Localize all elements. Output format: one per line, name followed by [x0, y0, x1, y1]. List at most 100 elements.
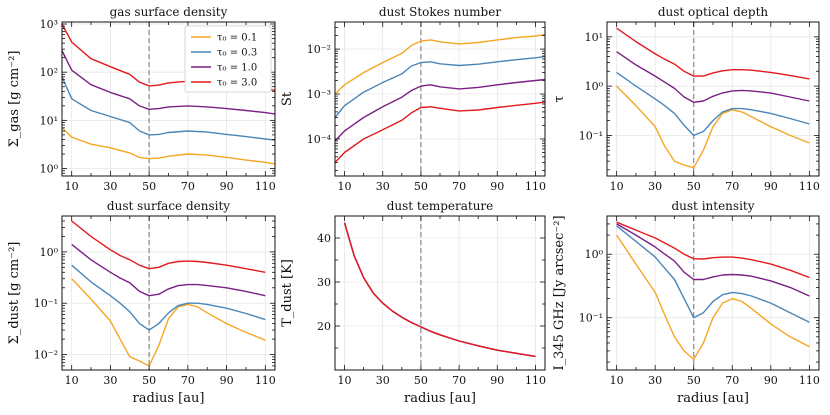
y-tick-label: 20: [317, 320, 331, 333]
legend-label: τ₀ = 1.0: [217, 63, 257, 74]
panel-title: dust surface density: [107, 199, 230, 213]
panel-title: dust intensity: [671, 199, 754, 213]
axes-frame: [334, 21, 546, 177]
x-ticks: [616, 216, 810, 370]
series-line-t03: [71, 264, 266, 331]
x-tick-label: 90: [764, 374, 778, 387]
series-line-t03: [61, 76, 276, 141]
y-tick-label: 10¹: [585, 31, 603, 44]
series-line-t30: [616, 27, 810, 80]
series-line-t10: [343, 222, 536, 358]
x-tick-label: 70: [725, 180, 739, 193]
x-tick-label: 70: [452, 374, 466, 387]
x-axis-label: radius [au]: [404, 391, 476, 406]
x-tick-label: 110: [525, 180, 546, 193]
y-tick-label: 10⁻³: [307, 88, 331, 101]
series-line-t03: [334, 55, 546, 118]
panel-6: 10 30 50 70 90 110 10⁻¹ 10⁰ dust intensity I_345 …: [552, 199, 820, 406]
x-ticks: [344, 216, 536, 370]
grid: [335, 216, 545, 370]
y-tick-label: 10⁰: [40, 163, 59, 176]
x-tick-label: 90: [220, 374, 234, 387]
series-line-t10: [616, 223, 810, 297]
axes-frame: [606, 215, 820, 371]
series-line-t01: [616, 85, 810, 169]
x-tick-label: 90: [490, 180, 504, 193]
y-tick-label: 10³: [40, 18, 58, 31]
x-tick-label: 30: [648, 374, 662, 387]
x-tick-label: 30: [376, 180, 390, 193]
series-line-t10: [616, 51, 810, 104]
legend: τ₀ = 0.1 τ₀ = 0.3 τ₀ = 1.0 τ₀ = 3.0: [184, 25, 272, 93]
series-line-t30: [616, 221, 810, 279]
x-tick-label: 90: [220, 180, 234, 193]
y-tick-label: 10⁻⁴: [307, 133, 332, 146]
panel-title: dust Stokes number: [379, 5, 501, 19]
y-ticks: [62, 23, 275, 177]
y-tick-label: 40: [317, 232, 331, 245]
x-tick-label: 30: [648, 180, 662, 193]
panel-title: dust optical depth: [658, 5, 769, 19]
series-line-t30: [343, 222, 536, 358]
x-tick-label: 10: [338, 374, 352, 387]
series-line-t10: [334, 78, 546, 142]
x-tick-label: 10: [65, 180, 79, 193]
x-tick-label: 50: [142, 180, 156, 193]
series-line-t01: [71, 278, 266, 367]
y-tick-label: 10²: [40, 66, 58, 79]
series-line-t30: [71, 220, 266, 273]
y-tick-label: 10⁻¹: [579, 312, 603, 325]
grid: [607, 216, 819, 370]
y-tick-label: 10⁰: [585, 248, 604, 261]
x-tick-label: 70: [452, 180, 466, 193]
panel-title: gas surface density: [110, 5, 228, 19]
x-tick-label: 110: [255, 374, 276, 387]
x-axis-label: radius [au]: [133, 391, 205, 406]
x-tick-label: 50: [414, 374, 428, 387]
y-axis-label: I_345 GHz [Jy arcsec⁻²]: [552, 215, 567, 370]
x-tick-label: 90: [490, 374, 504, 387]
y-axis-label: Σ_dust [g cm⁻²]: [7, 242, 22, 345]
legend-label: τ₀ = 0.1: [217, 33, 257, 44]
y-tick-label: 30: [317, 276, 331, 289]
y-ticks: [62, 220, 275, 367]
y-tick-label: 10⁻¹: [34, 297, 58, 310]
y-ticks: [607, 36, 819, 171]
x-tick-label: 110: [799, 374, 820, 387]
legend-label: τ₀ = 3.0: [217, 78, 257, 89]
y-ticks: [335, 27, 545, 171]
y-tick-label: 10⁻²: [34, 349, 58, 362]
y-axis-label: St: [280, 91, 295, 106]
y-tick-label: 10⁰: [585, 80, 604, 93]
x-ticks: [71, 216, 266, 370]
x-tick-label: 90: [764, 180, 778, 193]
x-tick-label: 70: [725, 374, 739, 387]
x-tick-label: 50: [414, 180, 428, 193]
legend-box: [184, 25, 272, 93]
x-tick-label: 10: [610, 374, 624, 387]
x-axis-label: radius [au]: [677, 391, 749, 406]
series-line-t01: [61, 127, 276, 165]
panel-title: dust temperature: [387, 199, 494, 213]
x-tick-label: 10: [65, 374, 79, 387]
panel-4: 10 30 50 70 90 110 10⁻² 10⁻¹ 10⁰ dust surface den…: [7, 199, 276, 406]
x-tick-label: 50: [687, 180, 701, 193]
y-tick-label: 10⁰: [40, 246, 59, 259]
grid: [335, 22, 545, 176]
x-ticks: [616, 22, 810, 176]
x-tick-label: 10: [610, 180, 624, 193]
x-tick-label: 50: [687, 374, 701, 387]
x-tick-label: 110: [799, 180, 820, 193]
legend-label: τ₀ = 0.3: [217, 48, 257, 59]
y-axis-label: Σ_gas [g cm⁻²]: [7, 51, 22, 148]
series-line-t01: [334, 33, 546, 95]
y-tick-label: 10¹: [40, 114, 58, 127]
x-tick-label: 50: [142, 374, 156, 387]
grid: [607, 22, 819, 176]
panel-2: 10 30 50 70 90 110 10⁻⁴ 10⁻³ 10⁻² dust Stokes num…: [280, 5, 546, 193]
x-tick-label: 110: [255, 180, 276, 193]
series-line-t03: [616, 225, 810, 323]
series-line-t03: [616, 71, 810, 137]
x-tick-label: 110: [525, 374, 546, 387]
